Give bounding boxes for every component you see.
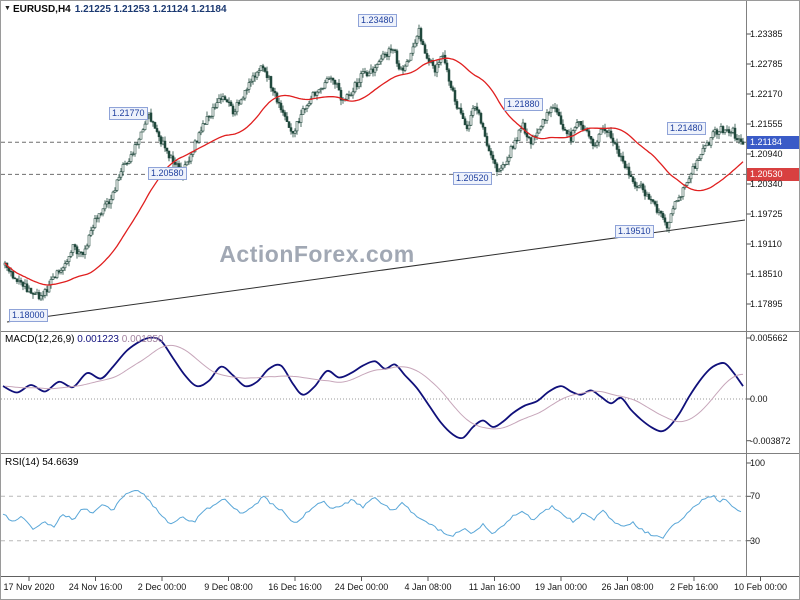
ohlc-values: 1.21225 1.21253 1.21124 1.21184 <box>74 4 227 15</box>
price-annotation: 1.20520 <box>453 172 492 185</box>
date-axis-label: 2 Dec 00:00 <box>137 582 187 592</box>
price-axis-label: 1.21555 <box>750 119 783 129</box>
date-axis-label: 10 Feb 00:00 <box>733 582 788 592</box>
date-axis-label: 24 Dec 00:00 <box>334 582 389 592</box>
level-price-badge: 1.20530 <box>747 167 799 181</box>
chart-title: ▼ EURUSD,H4 1.21225 1.21253 1.21124 1.2118… <box>4 4 227 15</box>
price-annotation: 1.21880 <box>504 98 543 111</box>
rsi-axis-label: 70 <box>750 491 761 502</box>
rsi-indicator-label: RSI(14) 54.6639 <box>5 457 78 468</box>
rsi-name: RSI(14) <box>5 457 40 468</box>
macd-main-value: 0.001223 <box>77 334 119 345</box>
price-axis-label: 1.20940 <box>750 149 783 159</box>
price-annotation: 1.21480 <box>667 122 706 135</box>
price-annotation: 1.19510 <box>615 225 654 238</box>
rsi-axis-label: 30 <box>750 535 761 546</box>
macd-axis-label: 0.00 <box>750 394 768 404</box>
macd-indicator-label: MACD(12,26,9) 0.001223 0.001850 <box>5 334 163 345</box>
price-axis-label: 1.23385 <box>750 29 783 39</box>
price-axis-label: 1.18510 <box>750 269 783 279</box>
symbol-label: EURUSD,H4 <box>12 4 71 15</box>
date-axis-label: 19 Jan 00:00 <box>534 582 588 592</box>
macd-signal-value: 0.001850 <box>121 334 164 345</box>
price-axis-label: 1.19725 <box>750 209 783 219</box>
price-axis-label: 1.22170 <box>750 89 783 99</box>
price-annotation: 1.20580 <box>148 167 187 180</box>
current-price-badge: 1.21184 <box>747 135 799 149</box>
rsi-value: 54.6639 <box>42 457 79 468</box>
symbol-dropdown-icon[interactable]: ▼ <box>4 5 11 12</box>
date-axis-label: 26 Jan 08:00 <box>601 582 654 592</box>
price-axis-label: 1.22785 <box>750 59 783 69</box>
watermark: ActionForex.com <box>219 241 415 267</box>
macd-name: MACD(12,26,9) <box>5 334 75 345</box>
rsi-axis-label: 100 <box>750 458 766 468</box>
macd-axis-label: 0.005662 <box>750 332 788 343</box>
date-axis-label: 11 Jan 16:00 <box>468 582 521 592</box>
date-axis-label: 9 Dec 08:00 <box>204 582 253 592</box>
date-axis-label: 2 Feb 16:00 <box>669 582 719 592</box>
date-axis-label: 24 Nov 16:00 <box>68 582 123 592</box>
date-axis-label: 17 Nov 2020 <box>3 582 55 592</box>
price-axis-label: 1.19110 <box>750 239 782 249</box>
price-axis-label: 1.17895 <box>750 299 783 309</box>
date-axis-label: 16 Dec 16:00 <box>268 582 322 592</box>
date-axis-label: 4 Jan 08:00 <box>404 582 452 592</box>
price-axis-label: 1.20340 <box>750 179 783 189</box>
macd-axis-label: -0.003872 <box>750 435 791 446</box>
price-annotation: 1.18000 <box>9 309 48 322</box>
price-annotation: 1.21770 <box>109 107 148 120</box>
price-annotation: 1.23480 <box>358 14 397 27</box>
